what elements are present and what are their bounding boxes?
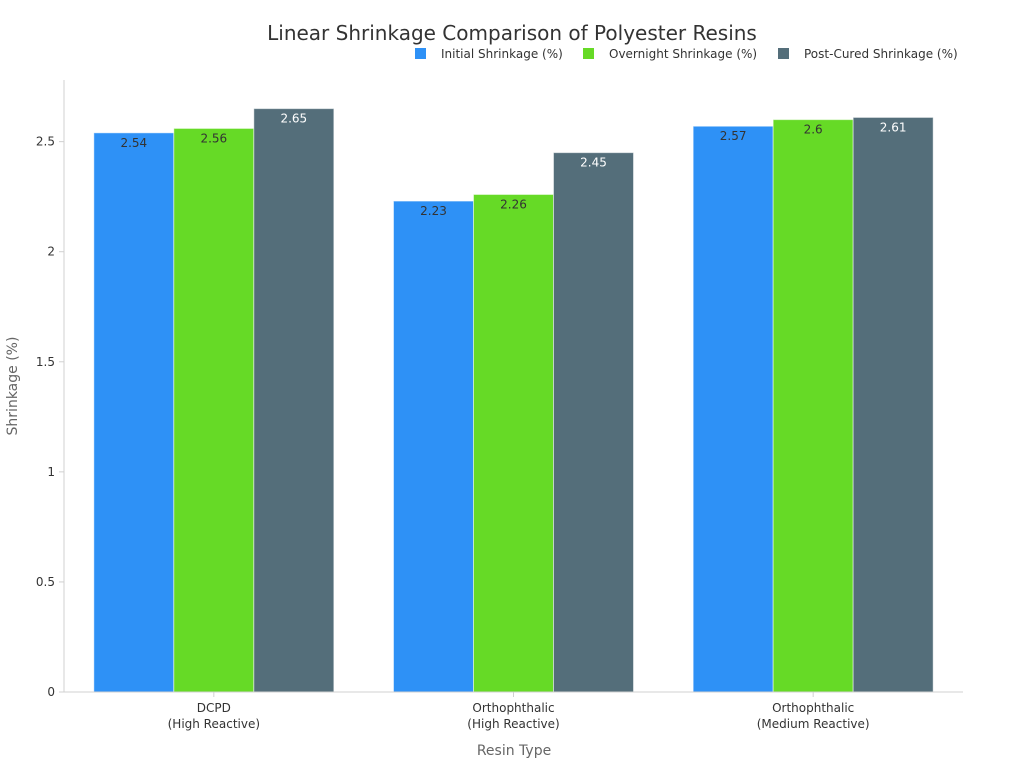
x-tick-label: Orthophthalic [772, 701, 854, 715]
bar [852, 116, 934, 693]
y-tick-label: 0 [47, 685, 55, 699]
legend-swatch [415, 48, 426, 59]
x-ticks: DCPD (High Reactive) Orthophthalic (High Re… [168, 692, 870, 731]
bar-value-label: 2.6 [804, 123, 823, 137]
y-tick-label: 0.5 [36, 575, 55, 589]
bar [253, 108, 335, 693]
bar [692, 125, 774, 693]
bar [473, 193, 554, 693]
bar-value-label: 2.45 [580, 156, 607, 170]
bar [93, 132, 175, 693]
bar-value-label: 2.65 [280, 112, 307, 126]
y-tick-label: 1.5 [36, 355, 55, 369]
bar-value-label: 2.61 [880, 120, 907, 134]
bar [772, 119, 854, 693]
legend-swatch [583, 48, 594, 59]
legend: Initial Shrinkage (%) Overnight Shrinkage… [415, 47, 958, 61]
y-tick-label: 1 [47, 465, 55, 479]
bar-value-label: 2.54 [120, 136, 147, 150]
x-axis-title: Resin Type [477, 743, 551, 759]
y-ticks: 0 0.5 1 1.5 2 2.5 [36, 135, 64, 699]
bar [173, 127, 255, 693]
legend-label: Post-Cured Shrinkage (%) [804, 47, 958, 61]
x-tick-label: (High Reactive) [168, 717, 260, 731]
plot-bars: 2.54 2.56 2.65 2.23 2.26 2.45 2.57 2.6 2.61 [93, 108, 934, 693]
bar-value-label: 2.56 [200, 131, 227, 145]
legend-label: Overnight Shrinkage (%) [609, 47, 757, 61]
x-tick-label: DCPD [197, 701, 231, 715]
bar [393, 200, 474, 693]
bar-value-label: 2.57 [720, 129, 747, 143]
x-tick-label: (High Reactive) [467, 717, 559, 731]
legend-label: Initial Shrinkage (%) [441, 47, 563, 61]
y-axis-title: Shrinkage (%) [5, 337, 21, 436]
chart-title: Linear Shrinkage Comparison of Polyester… [267, 21, 757, 45]
bar [553, 152, 634, 693]
x-tick-label: Orthophthalic [472, 701, 554, 715]
y-tick-label: 2 [47, 245, 55, 259]
bar-value-label: 2.26 [500, 197, 527, 211]
bar-value-label: 2.23 [420, 204, 447, 218]
x-tick-label: (Medium Reactive) [757, 717, 870, 731]
y-tick-label: 2.5 [36, 135, 55, 149]
legend-swatch [778, 48, 789, 59]
